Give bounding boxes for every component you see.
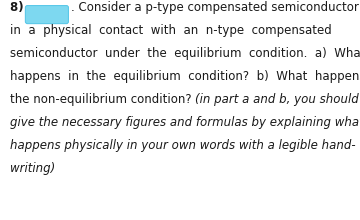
Text: happens  in  the  equilibrium  condition?  b)  What  happens  in: happens in the equilibrium condition? b)… (10, 70, 360, 83)
Text: writing): writing) (10, 161, 55, 174)
Text: (in part a and b, you should: (in part a and b, you should (195, 93, 359, 106)
Text: in  a  physical  contact  with  an  n-type  compensated: in a physical contact with an n-type com… (10, 24, 332, 37)
Text: happens physically in your own words with a legible hand-: happens physically in your own words wit… (10, 139, 355, 152)
Text: the non-equilibrium condition?: the non-equilibrium condition? (10, 93, 195, 106)
Text: . Consider a p-type compensated semiconductor is: . Consider a p-type compensated semicond… (71, 1, 360, 14)
Text: semiconductor  under  the  equilibrium  condition.  a)  What: semiconductor under the equilibrium cond… (10, 47, 360, 60)
Text: give the necessary figures and formulas by explaining what: give the necessary figures and formulas … (10, 116, 360, 129)
Text: 8): 8) (10, 1, 27, 14)
FancyBboxPatch shape (26, 6, 68, 24)
